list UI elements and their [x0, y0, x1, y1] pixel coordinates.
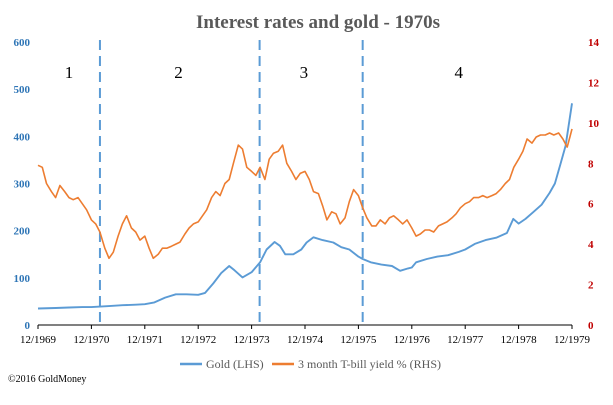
x-tick-label: 12/1970: [73, 334, 110, 346]
y-left-tick-label: 600: [14, 37, 31, 49]
y-right-tick-label: 8: [588, 158, 594, 170]
x-tick-label: 12/1976: [394, 334, 431, 346]
y-right-tick-label: 14: [588, 37, 600, 49]
series-line-gold: [37, 103, 573, 310]
phase-label: 3: [300, 63, 309, 82]
y-right-tick-label: 2: [588, 280, 594, 292]
x-tick-label: 12/1979: [554, 334, 591, 346]
y-left-tick-label: 200: [14, 226, 31, 238]
series-line-tbill: [37, 128, 573, 260]
y-left-tick-label: 100: [14, 273, 31, 285]
x-tick-label: 12/1969: [20, 334, 57, 346]
y-right-tick-label: 4: [588, 239, 594, 251]
chart-title: Interest rates and gold - 1970s: [196, 12, 440, 33]
copyright: ©2016 GoldMoney: [8, 374, 86, 385]
phase-label: 4: [455, 63, 464, 82]
y-right-tick-label: 12: [588, 77, 600, 89]
y-left-tick-label: 400: [14, 131, 31, 143]
y-right-tick-label: 10: [588, 118, 600, 130]
phase-label: 2: [174, 63, 183, 82]
legend-label-tbill: 3 month T-bill yield % (RHS): [298, 357, 441, 371]
plot-area: 12/1969 12/1970 12/1971 12/1972 12/1973 12/19…: [14, 37, 600, 346]
phase-label: 1: [65, 63, 74, 82]
x-tick-label: 12/1973: [234, 334, 271, 346]
y-right-tick-label: 6: [588, 199, 594, 211]
y-left-tick-label: 300: [14, 179, 31, 191]
legend-label-gold: Gold (LHS): [206, 357, 264, 371]
y-left-tick-label: 0: [25, 320, 31, 332]
x-tick-label: 12/1978: [501, 334, 538, 346]
x-tick-label: 12/1972: [180, 334, 216, 346]
x-tick-label: 12/1977: [447, 334, 484, 346]
x-tick-label: 12/1971: [127, 334, 163, 346]
legend: Gold (LHS) 3 month T-bill yield % (RHS): [180, 357, 441, 371]
x-tick-label: 12/1975: [340, 334, 377, 346]
x-tick-label: 12/1974: [287, 334, 324, 346]
y-right-tick-label: 0: [588, 320, 594, 332]
y-left-tick-label: 500: [14, 84, 31, 96]
